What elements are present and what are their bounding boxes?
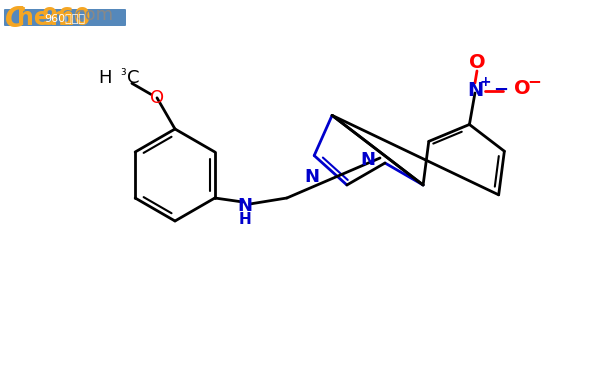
Text: O: O [514,80,531,99]
Text: hem: hem [17,6,74,30]
Text: N: N [305,168,319,186]
Text: C: C [127,69,139,87]
Text: O: O [469,54,485,72]
Text: −: − [493,81,508,99]
Text: H: H [99,69,112,87]
Text: ₃: ₃ [120,64,125,78]
Text: N: N [237,197,252,215]
Text: 960: 960 [42,6,91,30]
FancyBboxPatch shape [4,9,126,26]
Text: C: C [5,5,25,33]
Text: 960化工网: 960化工网 [45,13,85,23]
Text: N: N [467,81,483,100]
Text: H: H [238,211,251,226]
Text: O: O [150,89,164,107]
Text: N: N [360,151,375,169]
Text: −: − [527,72,541,90]
Text: +: + [479,75,491,89]
Text: .com: .com [69,6,113,24]
